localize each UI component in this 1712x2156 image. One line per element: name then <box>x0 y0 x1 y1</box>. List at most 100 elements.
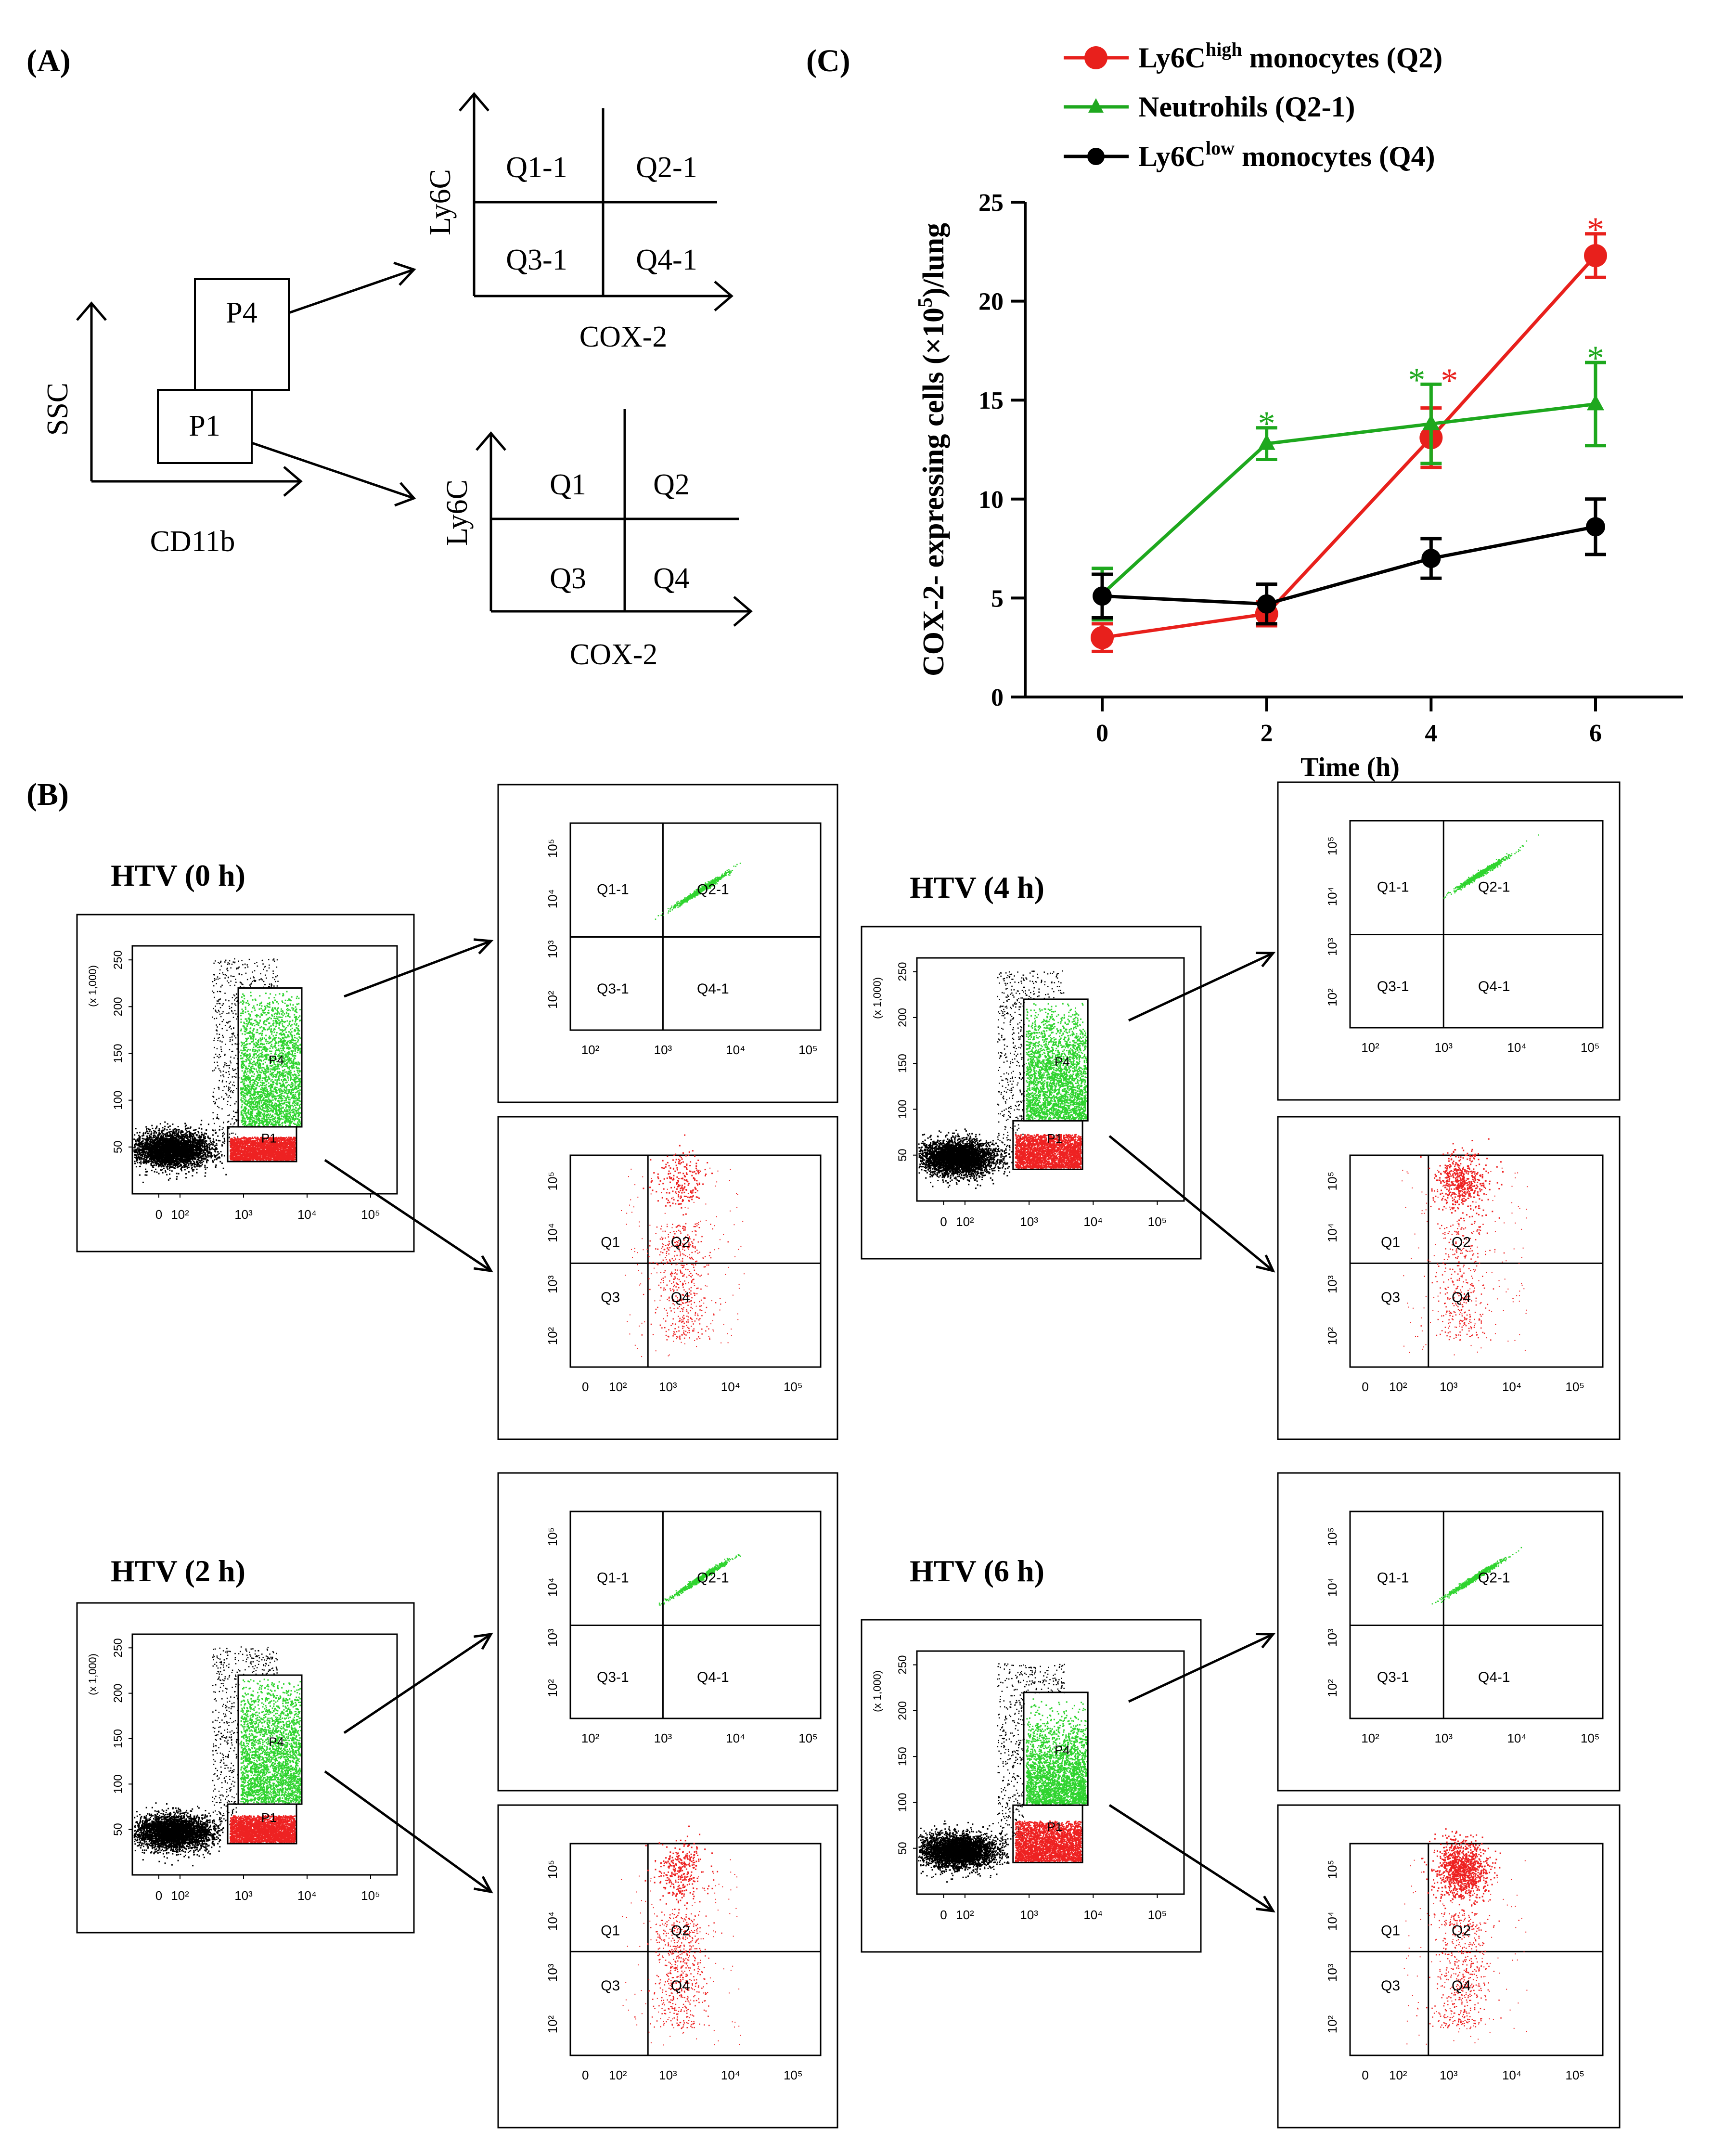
data-point <box>1257 594 1276 614</box>
p4-gate-label: P4 <box>1055 1055 1070 1069</box>
p1-quadrant-axes <box>476 409 753 627</box>
p4-quadrant-axes <box>1349 1510 1604 1719</box>
timepoint-title: HTV (4 h) <box>910 870 1044 904</box>
data-point <box>1586 517 1605 537</box>
p4-quadrant-frame <box>1277 1472 1621 1792</box>
x-tick-label: 4 <box>1425 720 1437 747</box>
p1-gate-label: P1 <box>1047 1820 1062 1834</box>
event-dots <box>637 1223 729 1341</box>
quadrant-q4-1-label: Q4-1 <box>636 244 697 276</box>
gate-p1-label: P1 <box>189 410 220 442</box>
p4-quadrant-axes <box>569 822 822 1031</box>
cd11b-tick-label: 10² <box>171 1888 189 1903</box>
ly6c-axis-label-bottom: Ly6C <box>441 479 474 546</box>
flow-plots: HTV (0 h) (x 1,000) 50 100 150 200 250 0 10² 10³ 1… <box>76 781 1621 2129</box>
ly6c-tick-label: 10² <box>545 2015 560 2033</box>
cox2-tick-label: 0 <box>582 1380 589 1394</box>
p1-gate <box>1012 1120 1083 1170</box>
timepoint-title: HTV (0 h) <box>111 858 245 892</box>
gate-arrow <box>343 1633 492 1734</box>
p1-gate-label: P1 <box>261 1810 277 1825</box>
ly6c-tick-label: 10³ <box>545 1628 560 1647</box>
ly6c-tick-label: 10⁵ <box>1325 1172 1339 1191</box>
main-plot-axes <box>131 945 398 1195</box>
ly6c-tick-label: 10² <box>545 1679 560 1697</box>
ly6c-tick-label: 10⁵ <box>545 1527 560 1547</box>
event-dots <box>644 1825 719 1911</box>
cd11b-tick-label: 0 <box>940 1908 947 1922</box>
significance-marker: * <box>1441 361 1458 400</box>
ssc-tick-label: 250 <box>896 1655 909 1675</box>
panel-c-line-chart: (C) Ly6Chigh monocytes (Q2) Neutrohils (Q… <box>806 39 1683 782</box>
event-dots <box>655 863 741 920</box>
event-dots <box>240 1678 301 1804</box>
gate-p4-label: P4 <box>226 297 257 329</box>
cox2-tick-label: 10⁴ <box>1507 1731 1526 1745</box>
gate-arrow-head <box>473 1255 493 1273</box>
cd11b-axis-label: CD11b <box>150 525 235 558</box>
timepoint-title: HTV (6 h) <box>910 1554 1044 1588</box>
p4-quadrant-label: Q3-1 <box>597 981 629 997</box>
cd11b-tick-label: 10⁵ <box>361 1888 380 1903</box>
scale-note: (x 1,000) <box>871 977 883 1019</box>
timepoint-title: HTV (2 h) <box>111 1554 245 1588</box>
gate-arrow-head <box>1255 1633 1276 1649</box>
gate-arrow <box>344 940 491 998</box>
cox2-tick-label: 10² <box>581 1731 600 1745</box>
ly6c-tick-label: 10² <box>545 1327 560 1345</box>
cox2-tick-label: 10³ <box>1434 1040 1453 1055</box>
event-dots <box>133 1120 227 1183</box>
p1-quadrant-label: Q3 <box>1381 1978 1400 1994</box>
x-tick-label: 2 <box>1261 720 1273 747</box>
timepoint-block: HTV (2 h) (x 1,000) 50 100 150 200 250 0 10² 10³ 1… <box>76 1472 838 2129</box>
ly6c-tick-label: 10⁴ <box>1325 887 1339 906</box>
ssc-tick-label: 200 <box>112 1684 125 1703</box>
p4-quadrant-label: Q4-1 <box>1478 1669 1510 1685</box>
y-tick-label: 5 <box>991 585 1004 612</box>
timepoint-block: HTV (0 h) (x 1,000) 50 100 150 200 250 0 10² 10³ 1… <box>76 784 838 1440</box>
panel-a-schematic: (A) SSC CD11b P4 P1 Ly6 <box>26 43 753 671</box>
gate-p4-box <box>194 278 290 391</box>
ssc-tick-label: 200 <box>896 1701 909 1720</box>
cox2-tick-label: 10⁵ <box>784 2068 803 2082</box>
cd11b-tick-label: 0 <box>155 1207 162 1222</box>
main-plot-axes <box>916 1650 1185 1895</box>
ssc-tick-label: 250 <box>112 950 125 969</box>
p1-quadrant-frame <box>497 1116 838 1440</box>
ly6c-tick-label: 10⁵ <box>545 1860 560 1879</box>
cox2-tick-label: 10⁵ <box>798 1043 818 1057</box>
gate-arrows <box>251 261 416 507</box>
gate-arrow-head <box>1255 952 1276 968</box>
cox2-tick-label: 10² <box>1389 1380 1407 1394</box>
p4-quadrant-label: Q2-1 <box>697 882 729 898</box>
event-dots <box>240 991 301 1126</box>
p4-quadrant-label: Q3-1 <box>1377 1669 1409 1685</box>
data-point <box>1584 244 1607 268</box>
quadrant-q3-1-label: Q3-1 <box>506 244 567 276</box>
cox2-tick-label: 10³ <box>1440 2068 1458 2082</box>
ssc-tick-label: 200 <box>896 1008 909 1027</box>
ly6c-tick-label: 10⁵ <box>545 1172 560 1191</box>
cox2-tick-label: 10⁴ <box>1502 2068 1521 2082</box>
cox2-tick-label: 10⁴ <box>726 1043 745 1057</box>
gate-p1-box <box>157 389 253 464</box>
gate-arrow-head <box>1255 1895 1275 1913</box>
ssc-tick-label: 50 <box>112 1823 125 1836</box>
x-tick-label: 6 <box>1589 720 1602 747</box>
p4-quadrant-label: Q2-1 <box>697 1570 729 1586</box>
event-dots <box>658 1554 741 1606</box>
legend-marker <box>1087 148 1105 165</box>
event-dots <box>1416 1911 1519 2029</box>
ssc-tick-label: 250 <box>112 1638 125 1657</box>
ly6c-tick-label: 10² <box>1325 1679 1339 1697</box>
p4-quadrant-label: Q4-1 <box>1478 979 1510 994</box>
p1-quadrant-label: Q2 <box>1452 1234 1471 1250</box>
quadrant-q2-1-label: Q2-1 <box>636 151 697 184</box>
p1-quadrant-label: Q4 <box>1452 1978 1471 1994</box>
event-dots <box>1015 1134 1082 1169</box>
ly6c-tick-label: 10³ <box>1325 1275 1339 1293</box>
event-dots <box>918 1128 1013 1189</box>
timepoint-block: HTV (4 h) (x 1,000) 50 100 150 200 250 0 10² 10³ 1… <box>861 781 1621 1440</box>
main-plot-axes <box>131 1633 398 1876</box>
cd11b-tick-label: 10² <box>171 1207 189 1222</box>
